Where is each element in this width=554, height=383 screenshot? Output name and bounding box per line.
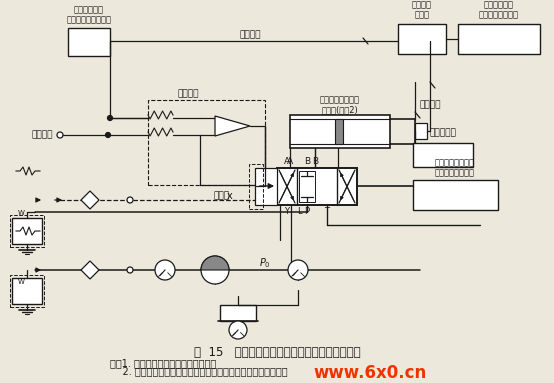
- Bar: [335, 119, 343, 144]
- Bar: [299, 171, 315, 202]
- Text: B: B: [312, 157, 318, 167]
- Text: W: W: [18, 279, 25, 285]
- Circle shape: [57, 132, 63, 138]
- Polygon shape: [81, 261, 99, 279]
- Bar: [415, 123, 427, 139]
- Text: 交流信号: 交流信号: [239, 31, 261, 39]
- Text: $P_0$: $P_0$: [259, 256, 271, 270]
- Bar: [413, 143, 473, 167]
- Bar: [249, 164, 263, 209]
- Bar: [10, 275, 44, 307]
- Text: A: A: [287, 157, 293, 167]
- Bar: [398, 24, 446, 54]
- Text: A: A: [284, 157, 290, 165]
- Bar: [290, 115, 390, 148]
- Circle shape: [107, 116, 112, 121]
- Text: B: B: [304, 157, 310, 165]
- Text: 阀心位置传感器和
信号处理阀放大器: 阀心位置传感器和 信号处理阀放大器: [435, 158, 475, 178]
- Text: 2. 有必要增加低增益位置反馈回路来校正节流液压缸的位置。: 2. 有必要增加低增益位置反馈回路来校正节流液压缸的位置。: [110, 366, 288, 376]
- Text: 被试阀: 被试阀: [214, 192, 230, 200]
- Polygon shape: [81, 191, 99, 209]
- Circle shape: [105, 133, 110, 137]
- Text: 低摩擦低惯性节流
差动缸(见注2): 低摩擦低惯性节流 差动缸(见注2): [320, 95, 360, 115]
- Bar: [277, 168, 357, 205]
- Bar: [413, 180, 498, 210]
- Text: 注：1. 本试验回路图中未表示截止阀。: 注：1. 本试验回路图中未表示截止阀。: [110, 358, 216, 368]
- Text: 可调整振幅和
频率交流信号发生器: 可调整振幅和 频率交流信号发生器: [66, 5, 111, 25]
- Bar: [12, 278, 42, 304]
- Text: L: L: [297, 208, 301, 216]
- Bar: [12, 218, 42, 244]
- Text: x: x: [227, 191, 233, 201]
- Text: 频率响应
分析仪: 频率响应 分析仪: [412, 0, 432, 20]
- Bar: [458, 24, 540, 54]
- Text: www.6x0.cn: www.6x0.cn: [314, 364, 427, 382]
- Text: Y: Y: [285, 208, 290, 216]
- Text: 交流偏压: 交流偏压: [31, 131, 53, 139]
- Polygon shape: [215, 116, 250, 136]
- Bar: [10, 215, 44, 247]
- Circle shape: [288, 260, 308, 280]
- Circle shape: [127, 197, 133, 203]
- Bar: [68, 28, 110, 56]
- Circle shape: [229, 321, 247, 339]
- Text: T: T: [325, 208, 330, 216]
- Text: P: P: [305, 208, 310, 216]
- Bar: [220, 305, 256, 321]
- Circle shape: [201, 256, 229, 284]
- Bar: [148, 100, 265, 185]
- Text: W: W: [18, 210, 25, 216]
- Circle shape: [155, 260, 175, 280]
- Bar: [255, 168, 277, 205]
- Circle shape: [127, 267, 133, 273]
- Text: 输出信号: 输出信号: [420, 100, 442, 110]
- Text: 阀放大器: 阀放大器: [177, 90, 199, 98]
- Wedge shape: [201, 256, 229, 270]
- Text: 记录示踪器或
其他动态记录装置: 记录示踪器或 其他动态记录装置: [479, 0, 519, 20]
- Text: 速度传感器: 速度传感器: [429, 129, 456, 137]
- Text: 图  15   四通电液比例方向阀典型的动态试验回路: 图 15 四通电液比例方向阀典型的动态试验回路: [194, 347, 360, 360]
